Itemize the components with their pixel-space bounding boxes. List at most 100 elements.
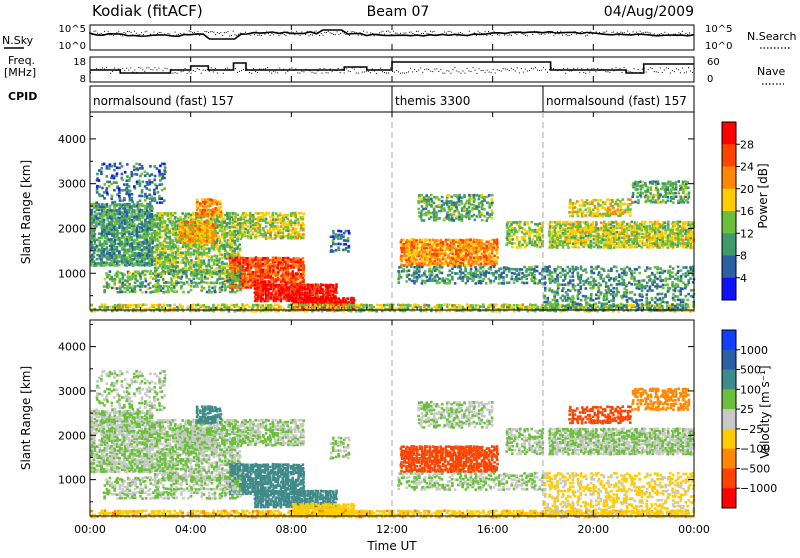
power-cell bbox=[156, 244, 159, 247]
power-cell bbox=[190, 271, 193, 274]
nave-dot bbox=[525, 69, 526, 70]
nsearch-dot bbox=[150, 34, 151, 35]
power-cell bbox=[171, 263, 174, 266]
nsearch-dot bbox=[345, 34, 346, 35]
power-cell bbox=[108, 167, 111, 170]
power-cell bbox=[294, 281, 297, 284]
power-cell bbox=[212, 304, 215, 307]
nave-dot bbox=[291, 68, 292, 69]
power-cell bbox=[148, 189, 151, 192]
power-cell bbox=[279, 269, 282, 272]
power-cell bbox=[103, 163, 106, 166]
nsearch-dot bbox=[569, 35, 570, 36]
nave-dot bbox=[662, 72, 663, 73]
power-cell bbox=[236, 214, 239, 217]
nsearch-dot bbox=[169, 34, 170, 35]
nsearch-dot bbox=[552, 31, 553, 32]
power-cell bbox=[421, 239, 424, 242]
power-cell bbox=[274, 237, 277, 240]
nsearch-dot bbox=[337, 31, 338, 32]
nave-dot bbox=[334, 69, 335, 70]
power-cell bbox=[211, 213, 214, 216]
power-cell bbox=[215, 241, 218, 244]
power-cell bbox=[311, 306, 314, 309]
nave-dot bbox=[243, 69, 244, 70]
power-cell bbox=[166, 265, 169, 268]
power-cell bbox=[151, 213, 154, 216]
nave-dot bbox=[100, 69, 101, 70]
nave-dot bbox=[668, 68, 669, 69]
nave-dot bbox=[466, 68, 467, 69]
power-cell bbox=[301, 263, 304, 266]
nave-dot bbox=[533, 68, 534, 69]
power-cell bbox=[166, 304, 169, 307]
nave-dot bbox=[217, 73, 218, 74]
power-cell bbox=[264, 292, 267, 295]
nsearch-dot bbox=[624, 32, 625, 33]
power-cell bbox=[418, 262, 421, 265]
nsearch-dot bbox=[444, 32, 445, 33]
power-cell bbox=[418, 253, 421, 256]
power-cell bbox=[302, 257, 305, 260]
power-cell bbox=[108, 262, 111, 265]
nsearch-dot bbox=[389, 32, 390, 33]
power-cell bbox=[221, 254, 224, 257]
power-cell bbox=[462, 259, 465, 262]
nave-dot bbox=[638, 69, 639, 70]
nave-dot bbox=[102, 67, 103, 68]
nave-dot bbox=[555, 69, 556, 70]
power-cell bbox=[136, 233, 139, 236]
nsearch-dot bbox=[559, 33, 560, 34]
power-cell bbox=[143, 205, 146, 208]
power-cell bbox=[433, 243, 436, 246]
power-cell bbox=[211, 211, 214, 214]
power-cell bbox=[255, 234, 258, 237]
power-cell bbox=[264, 273, 267, 276]
nave-dot bbox=[686, 71, 687, 72]
power-cell bbox=[192, 212, 195, 215]
nsearch-dot bbox=[134, 31, 135, 32]
nave-dot bbox=[404, 73, 405, 74]
power-cell bbox=[477, 256, 480, 259]
power-cell bbox=[197, 252, 200, 255]
power-cell bbox=[118, 264, 121, 267]
nsearch-dot bbox=[226, 32, 227, 33]
nave-dot bbox=[289, 68, 290, 69]
power-cell bbox=[459, 262, 462, 265]
nsearch-dot bbox=[550, 33, 551, 34]
power-cell bbox=[161, 189, 164, 192]
power-cell bbox=[415, 239, 418, 242]
nsearch-dot bbox=[580, 32, 581, 33]
nave-dot bbox=[557, 70, 558, 71]
power-cell bbox=[139, 234, 142, 237]
power-cell bbox=[458, 196, 461, 199]
nave-dot bbox=[477, 73, 478, 74]
power-cell bbox=[226, 222, 229, 225]
power-cell bbox=[128, 215, 131, 218]
power-cell bbox=[145, 304, 148, 307]
power-cell bbox=[159, 249, 162, 252]
power-cell bbox=[181, 252, 184, 255]
nsearch-dot bbox=[622, 32, 623, 33]
power-cell bbox=[324, 294, 327, 297]
nsearch-dot bbox=[203, 33, 204, 34]
nsearch-dot bbox=[606, 31, 607, 32]
nsearch-dot bbox=[604, 32, 605, 33]
nsearch-dot bbox=[502, 33, 503, 34]
nsearch-dot bbox=[684, 35, 685, 36]
power-cell bbox=[146, 239, 149, 242]
nave-dot bbox=[215, 68, 216, 69]
nave-dot bbox=[489, 72, 490, 73]
power-cell bbox=[418, 247, 421, 250]
power-cell bbox=[195, 258, 198, 261]
power-cell bbox=[244, 219, 247, 222]
power-cell bbox=[282, 257, 285, 260]
nsearch-dot bbox=[338, 34, 339, 35]
nsearch-dot bbox=[370, 32, 371, 33]
power-cell bbox=[355, 304, 358, 307]
nsearch-dot bbox=[645, 32, 646, 33]
power-cell bbox=[267, 212, 270, 215]
power-cell bbox=[98, 237, 101, 240]
nsearch-dot bbox=[634, 34, 635, 35]
power-cell bbox=[144, 193, 147, 196]
